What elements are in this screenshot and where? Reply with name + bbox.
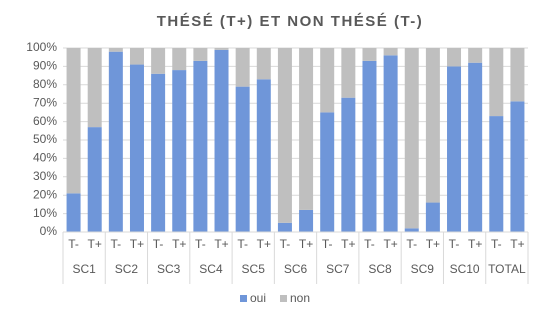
x-tick-label: T- bbox=[111, 237, 122, 251]
x-tick-label: T- bbox=[237, 237, 248, 251]
bar-segment bbox=[66, 193, 81, 232]
x-tick-label: T+ bbox=[383, 237, 397, 251]
bar-segment bbox=[193, 48, 208, 61]
bar-segment bbox=[383, 48, 398, 56]
x-tick-label: T+ bbox=[468, 237, 482, 251]
bar-segment bbox=[129, 64, 144, 232]
group-label: SC6 bbox=[284, 262, 308, 276]
y-tick-label: 70% bbox=[33, 95, 57, 109]
y-tick-label: 20% bbox=[33, 187, 57, 201]
bar-segment bbox=[87, 127, 102, 232]
y-tick-label: 30% bbox=[33, 169, 57, 183]
x-tick-label: T- bbox=[364, 237, 375, 251]
bar-segment bbox=[341, 48, 356, 98]
bar-segment bbox=[362, 48, 377, 61]
bar-segment bbox=[214, 48, 229, 50]
bar-segment bbox=[404, 228, 419, 232]
bar-segment bbox=[510, 48, 525, 102]
bar-segment bbox=[129, 48, 144, 65]
bar-segment bbox=[320, 48, 335, 113]
bar-segment bbox=[299, 209, 314, 232]
group-label: SC2 bbox=[115, 262, 139, 276]
bar-segment bbox=[214, 49, 229, 233]
x-tick-label: T- bbox=[406, 237, 417, 251]
x-tick-label: T+ bbox=[341, 237, 355, 251]
bar-segment bbox=[425, 48, 440, 203]
bar-segment bbox=[172, 70, 187, 232]
y-tick-label: 50% bbox=[33, 132, 57, 146]
x-tick-label: T+ bbox=[257, 237, 271, 251]
chart-title: THÉSÉ (T+) ET NON THÉSÉ (T-) bbox=[157, 13, 424, 30]
x-tick-label: T- bbox=[322, 237, 333, 251]
bar-segment bbox=[341, 97, 356, 233]
bar-segment bbox=[193, 60, 208, 232]
bar-segment bbox=[447, 48, 462, 67]
group-label: SC5 bbox=[242, 262, 266, 276]
bar-segment bbox=[108, 51, 123, 233]
legend-swatch bbox=[280, 295, 287, 302]
y-tick-label: 40% bbox=[33, 151, 57, 165]
bar-segment bbox=[256, 48, 271, 80]
group-label: SC10 bbox=[450, 262, 480, 276]
x-tick-label: T+ bbox=[88, 237, 102, 251]
x-tick-label: T+ bbox=[299, 237, 313, 251]
bar-segment bbox=[468, 62, 483, 232]
bar-segment bbox=[489, 116, 504, 232]
bar-segment bbox=[320, 112, 335, 232]
bar-segment bbox=[447, 66, 462, 233]
x-tick-label: T+ bbox=[214, 237, 228, 251]
group-label: SC4 bbox=[199, 262, 223, 276]
y-tick-label: 60% bbox=[33, 114, 57, 128]
y-tick-label: 0% bbox=[40, 224, 58, 238]
bar-segment bbox=[383, 55, 398, 232]
x-tick-label: T- bbox=[491, 237, 502, 251]
bar-segment bbox=[489, 48, 504, 117]
bar-segment bbox=[425, 202, 440, 232]
x-tick-label: T+ bbox=[510, 237, 524, 251]
bar-segment bbox=[468, 48, 483, 63]
group-label: TOTAL bbox=[488, 262, 526, 276]
bar-segment bbox=[510, 101, 525, 232]
x-tick-label: T+ bbox=[426, 237, 440, 251]
x-tick-label: T- bbox=[280, 237, 291, 251]
y-tick-label: 100% bbox=[26, 40, 57, 54]
legend-label: non bbox=[290, 291, 310, 305]
group-label: SC8 bbox=[368, 262, 392, 276]
x-tick-label: T+ bbox=[130, 237, 144, 251]
group-label: SC7 bbox=[326, 262, 350, 276]
legend-swatch bbox=[240, 295, 247, 302]
bar-segment bbox=[235, 48, 250, 87]
y-tick-label: 80% bbox=[33, 77, 57, 91]
x-tick-label: T- bbox=[68, 237, 79, 251]
bar-segment bbox=[235, 86, 250, 232]
bar-segment bbox=[66, 48, 81, 194]
bar-segment bbox=[277, 222, 292, 232]
x-tick-label: T- bbox=[449, 237, 460, 251]
bar-segment bbox=[172, 48, 187, 71]
group-label: SC9 bbox=[411, 262, 435, 276]
y-tick-label: 90% bbox=[33, 59, 57, 73]
bar-segment bbox=[87, 48, 102, 128]
y-tick-label: 10% bbox=[33, 206, 57, 220]
x-tick-label: T- bbox=[153, 237, 164, 251]
bar-segment bbox=[256, 79, 271, 232]
x-tick-label: T- bbox=[195, 237, 206, 251]
bar-segment bbox=[404, 48, 419, 229]
bar-segment bbox=[151, 48, 166, 74]
bar-segment bbox=[108, 48, 123, 52]
bar-segment bbox=[362, 60, 377, 232]
bar-segment bbox=[299, 48, 314, 210]
bar-segment bbox=[277, 48, 292, 223]
group-label: SC1 bbox=[72, 262, 96, 276]
legend-label: oui bbox=[250, 291, 266, 305]
group-label: SC3 bbox=[157, 262, 181, 276]
x-tick-label: T+ bbox=[172, 237, 186, 251]
bar-segment bbox=[151, 73, 166, 232]
